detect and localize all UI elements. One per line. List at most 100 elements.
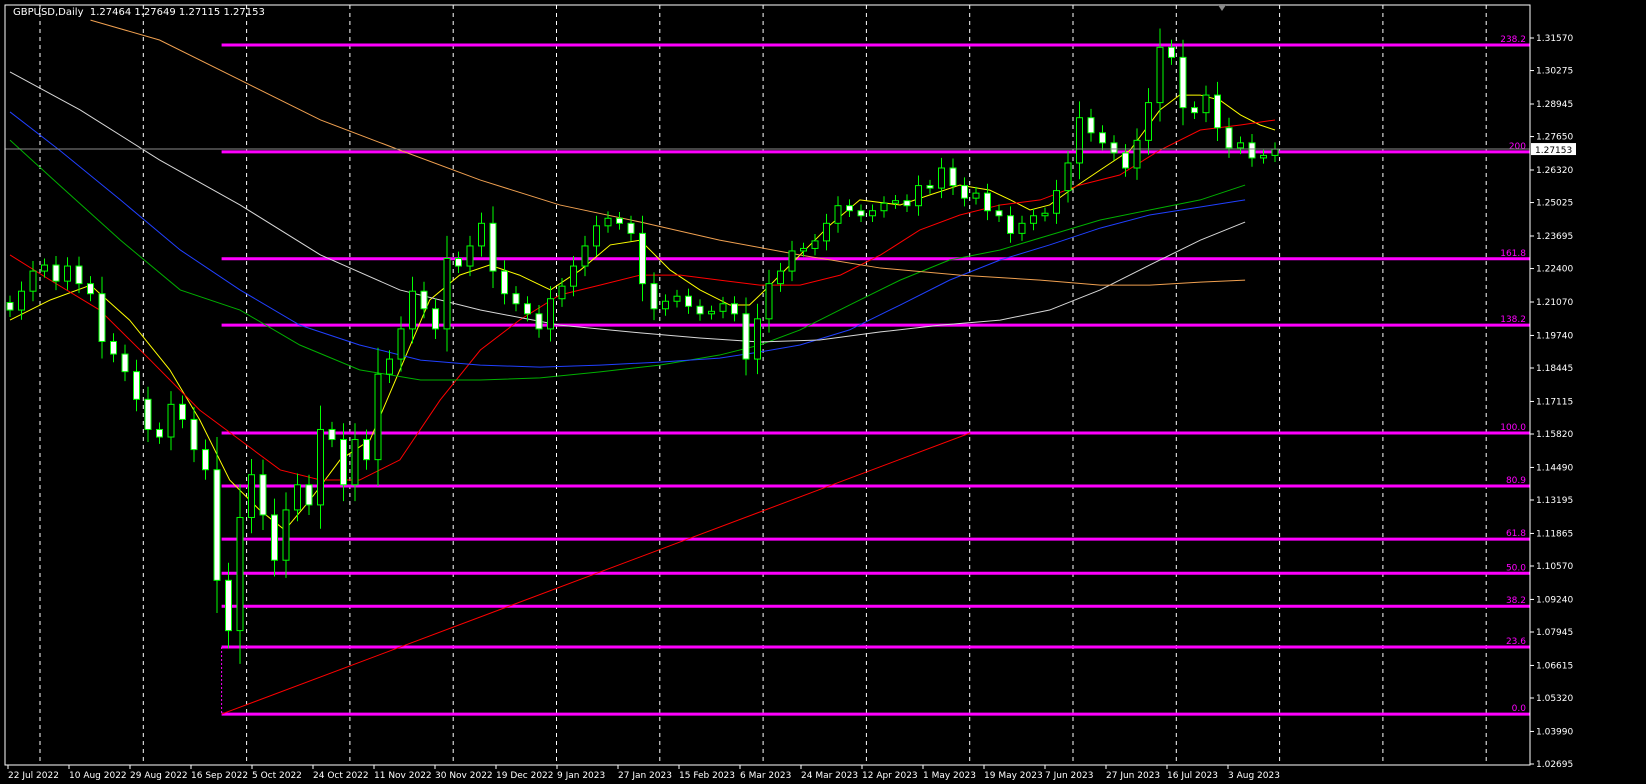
candle-bullish	[374, 373, 382, 461]
candle-bearish	[501, 270, 508, 295]
x-tick-label: 24 Mar 2023	[801, 771, 858, 781]
candle-bearish	[144, 398, 152, 430]
candle-bullish	[754, 318, 761, 360]
x-tick-label: 1 May 2023	[923, 771, 976, 781]
y-tick-label: 1.21070	[1536, 298, 1573, 308]
x-tick-label: 6 Mar 2023	[740, 771, 791, 781]
candle-bearish	[133, 371, 140, 400]
candle-bullish	[386, 358, 393, 375]
x-tick-label: 10 Aug 2022	[69, 771, 127, 781]
moving-average-line	[9, 71, 1246, 343]
candle-bullish	[18, 290, 25, 311]
candle-bullish	[915, 185, 922, 207]
y-tick-label: 1.14490	[1536, 463, 1573, 473]
candle-bearish	[190, 418, 198, 451]
fibonacci-retracement[interactable]: 238.2 200 161.8 138.2 100.0 80.9 61.8 50.0 38.2 2…	[221, 35, 1530, 716]
candle-bearish	[1087, 117, 1095, 134]
moving-average-line	[90, 19, 1246, 286]
candle-bearish	[846, 205, 853, 212]
candle-bearish	[616, 217, 623, 224]
fib-level-label: 50.0	[1506, 563, 1526, 573]
candle-bearish	[1191, 107, 1198, 114]
candle-bearish	[213, 469, 221, 581]
y-tick-label: 1.05320	[1536, 694, 1573, 704]
candle-bearish	[961, 185, 968, 199]
candle-bullish	[397, 328, 405, 360]
moving-average-line	[9, 111, 1246, 368]
chart-shift-marker-icon[interactable]	[1218, 5, 1226, 11]
candle-bearish	[696, 305, 704, 315]
candle-bullish	[558, 285, 566, 300]
x-tick-label: 27 Jun 2023	[1106, 771, 1160, 781]
y-tick-label: 1.31570	[1536, 34, 1573, 44]
x-tick-label: 7 Jun 2023	[1045, 771, 1093, 781]
y-tick-label: 1.07945	[1536, 628, 1573, 638]
candle-bearish	[363, 439, 370, 461]
grid-lines	[39, 5, 1487, 765]
fib-level-label: 238.2	[1500, 35, 1526, 45]
candle-bearish	[110, 340, 117, 355]
y-tick-label: 1.27650	[1536, 133, 1573, 143]
candle-bearish	[512, 293, 520, 305]
candle-bearish	[1214, 94, 1221, 129]
candle-bearish	[455, 258, 462, 267]
candle-bearish	[420, 290, 428, 310]
candle-bullish	[765, 283, 773, 320]
candle-bearish	[1179, 56, 1187, 109]
candle-bearish	[639, 232, 646, 285]
candle-bearish	[202, 449, 209, 471]
candle-bearish	[432, 308, 439, 330]
time-axis[interactable]: 22 Jul 2022 10 Aug 2022 29 Aug 2022 16 Sep …	[7, 765, 1280, 781]
candle-bullish	[1030, 215, 1037, 224]
candle-bearish	[52, 264, 60, 282]
moving-averages	[9, 19, 1276, 531]
candle-bullish	[64, 265, 71, 282]
candle-bearish	[225, 579, 232, 632]
candle-bullish	[1237, 142, 1244, 149]
candle-bullish	[1260, 154, 1267, 159]
fib-level-label: 200	[1509, 142, 1526, 152]
plot-area: 238.2 200 161.8 138.2 100.0 80.9 61.8 50.0 38.2 2…	[5, 19, 1530, 716]
symbol-timeframe: GBPUSD,Daily	[13, 7, 84, 18]
candle-bullish	[1053, 190, 1060, 214]
candle-bearish	[1110, 142, 1118, 154]
candle-bearish	[6, 302, 14, 311]
candle-bullish	[1145, 102, 1152, 141]
candle-bearish	[857, 210, 865, 217]
candle-bullish	[1064, 162, 1072, 192]
y-tick-label: 1.11865	[1536, 529, 1573, 539]
trendline-segment[interactable]	[221, 432, 971, 715]
y-tick-label: 1.02695	[1536, 760, 1573, 770]
price-axis[interactable]: 1.31570 1.30275 1.28945 1.27650 1.26320 1.250…	[1530, 34, 1576, 770]
candle-bearish	[1122, 152, 1129, 169]
candle-bullish	[662, 300, 669, 310]
y-tick-label: 1.03990	[1536, 727, 1573, 737]
candle-bullish	[41, 264, 48, 272]
y-tick-label: 1.13195	[1536, 496, 1573, 506]
y-tick-label: 1.15820	[1536, 430, 1573, 440]
trendline[interactable]	[221, 432, 971, 715]
chart-title: GBPUSD,Daily 1.27464 1.27649 1.27115 1.2…	[13, 7, 265, 18]
y-tick-label: 1.18445	[1536, 364, 1573, 374]
candle-bearish	[1225, 127, 1233, 149]
candle-bearish	[305, 484, 313, 506]
x-tick-label: 16 Jul 2023	[1167, 771, 1218, 781]
x-tick-label: 3 Aug 2023	[1228, 771, 1280, 781]
y-tick-label: 1.23695	[1536, 232, 1573, 242]
fib-level-label: 80.9	[1506, 476, 1526, 486]
candle-bullish	[1076, 117, 1083, 164]
chart-frame	[4, 4, 1531, 766]
x-tick-label: 30 Nov 2022	[435, 771, 493, 781]
candle-bearish	[650, 283, 658, 310]
current-price-badge	[1531, 143, 1576, 156]
candle-bullish	[478, 222, 485, 247]
y-tick-label: 1.06615	[1536, 661, 1573, 671]
x-tick-label: 11 Nov 2022	[374, 771, 432, 781]
y-tick-label: 1.10570	[1536, 562, 1573, 572]
y-tick-label: 1.28945	[1536, 100, 1573, 110]
x-tick-label: 22 Jul 2022	[8, 771, 59, 781]
candle-bearish	[179, 403, 186, 420]
x-tick-label: 19 May 2023	[984, 771, 1043, 781]
candle-bullish	[788, 250, 796, 272]
